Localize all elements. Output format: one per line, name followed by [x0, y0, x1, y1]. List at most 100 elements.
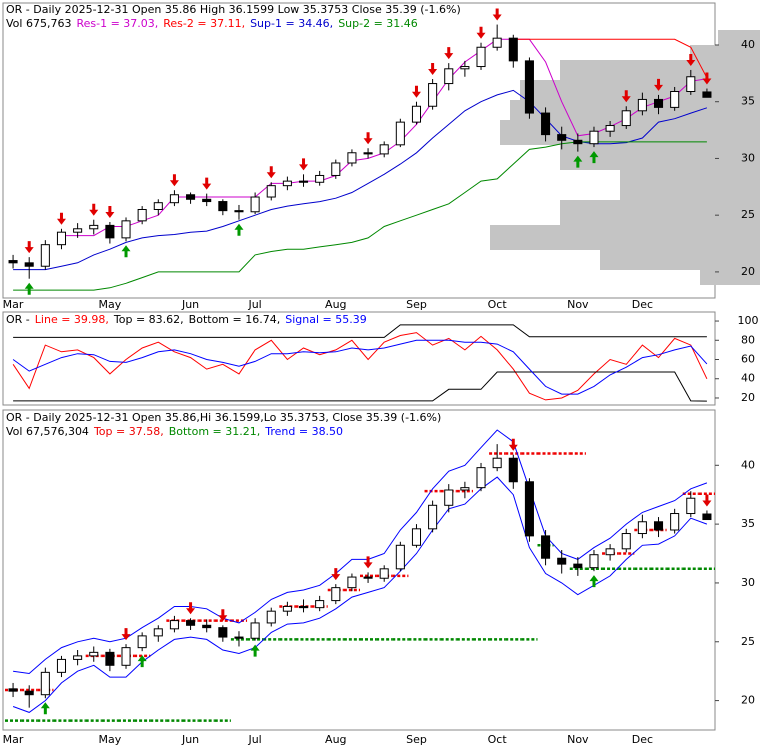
- sell-arrow: [202, 177, 212, 190]
- profile-bar: [718, 30, 760, 45]
- buy-arrow: [137, 655, 147, 668]
- candle-body: [8, 260, 18, 264]
- candle-body: [670, 91, 680, 108]
- x-tick-label: May: [99, 733, 122, 745]
- candle-body: [686, 76, 696, 92]
- candle-body: [492, 457, 502, 469]
- x-tick-label: Jun: [181, 298, 199, 311]
- oscillator-panel: [2, 311, 716, 406]
- candle-body: [428, 504, 438, 530]
- buy-arrow: [589, 151, 599, 164]
- candle-body: [637, 521, 647, 535]
- candle-body: [89, 224, 99, 230]
- y-tick-label: 35: [741, 95, 755, 108]
- legend-entry: Top = 37.58,: [93, 425, 164, 438]
- legend-lead: Vol 675,763: [6, 17, 71, 30]
- buy-arrow: [250, 644, 260, 657]
- buy-arrow: [40, 702, 50, 715]
- sell-arrow: [492, 8, 502, 21]
- candle-body: [266, 610, 276, 624]
- profile-bar: [560, 60, 760, 80]
- sell-arrow: [218, 609, 228, 622]
- candle-body: [282, 180, 292, 187]
- y-tick-label: 20: [741, 265, 755, 278]
- chart-title: OR - Daily 2025-12-31 Open 35.86,Hi 36.1…: [6, 411, 441, 424]
- sell-arrow: [121, 628, 131, 641]
- trend-panel: [2, 409, 716, 731]
- candle-body: [589, 554, 599, 569]
- series-line: [513, 38, 708, 79]
- y-tick-label: 40: [741, 372, 755, 385]
- candle-body: [347, 152, 357, 164]
- candle-body: [363, 152, 373, 155]
- candle-body: [686, 497, 696, 515]
- candle-body: [476, 467, 486, 489]
- series-line: [12, 476, 708, 713]
- sell-arrow: [363, 132, 373, 145]
- candle-body: [541, 535, 551, 559]
- candle-body: [395, 544, 405, 570]
- legend: Vol 675,763 Res-1 = 37.03, Res-2 = 37.11, S…: [6, 17, 418, 30]
- x-tick-label: Aug: [325, 298, 346, 311]
- candle-body: [573, 563, 583, 569]
- y-tick-label: 20: [741, 694, 755, 707]
- y-tick-label: 40: [741, 38, 755, 51]
- legend: OR - Line = 39.98, Top = 83.62, Bottom = 16…: [6, 313, 367, 326]
- candle-body: [605, 125, 615, 132]
- candle-body: [476, 46, 486, 68]
- candle-body: [444, 489, 454, 506]
- sell-arrow: [24, 241, 34, 254]
- sell-arrow: [508, 438, 518, 451]
- sell-arrow: [411, 85, 421, 98]
- candle-body: [621, 110, 631, 127]
- candle-body: [621, 533, 631, 550]
- sell-arrow: [702, 494, 712, 507]
- candle-body: [331, 162, 341, 176]
- candle-body: [605, 548, 615, 556]
- legend-entry: Sup-2 = 31.46: [338, 17, 418, 30]
- candle-body: [202, 198, 212, 203]
- sell-arrow: [299, 158, 309, 171]
- legend-entry: Res-2 = 37.11,: [163, 17, 245, 30]
- series-line: [12, 332, 708, 401]
- candle-body: [121, 647, 131, 666]
- candle-body: [202, 624, 212, 629]
- profile-bar: [560, 200, 760, 225]
- candle-body: [73, 655, 83, 660]
- candle-body: [541, 112, 551, 136]
- legend-entry: Signal = 55.39: [285, 313, 367, 326]
- x-tick-label: Sep: [406, 733, 427, 745]
- x-tick-label: May: [99, 298, 122, 311]
- candle-body: [298, 180, 309, 183]
- candle-body: [40, 671, 50, 696]
- candle-body: [395, 121, 405, 146]
- x-tick-label: Dec: [632, 298, 653, 311]
- legend: Vol 67,576,304 Top = 37.58, Bottom = 31.21…: [6, 425, 343, 438]
- x-tick-label: Mar: [3, 298, 24, 311]
- candle-body: [40, 244, 50, 267]
- candle-body: [653, 521, 664, 531]
- candle-body: [89, 651, 99, 657]
- sell-arrow: [186, 602, 196, 615]
- candle-body: [589, 130, 599, 145]
- sell-arrow: [89, 203, 99, 216]
- candle-body: [298, 605, 309, 609]
- sell-arrow: [105, 205, 115, 218]
- legend-entry: Trend = 38.50: [264, 425, 343, 438]
- x-tick-label: Nov: [567, 733, 589, 745]
- sell-arrow: [56, 212, 66, 225]
- profile-bar: [490, 225, 760, 250]
- sell-arrow: [621, 90, 631, 103]
- candle-body: [169, 194, 179, 204]
- buy-arrow: [234, 223, 244, 236]
- candle-body: [557, 557, 567, 565]
- candle-body: [186, 194, 196, 200]
- series-line: [13, 371, 707, 402]
- buy-arrow: [589, 575, 599, 588]
- candle-body: [24, 690, 34, 696]
- profile-bar: [700, 270, 760, 285]
- profile-bar: [620, 170, 760, 200]
- candle-body: [186, 620, 196, 626]
- candle-body: [411, 105, 422, 123]
